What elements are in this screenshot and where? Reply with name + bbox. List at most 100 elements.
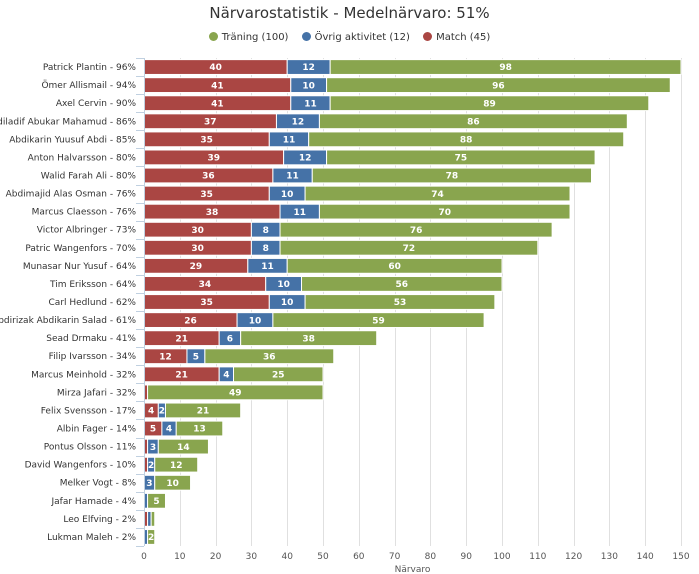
bar-data-label: 4 xyxy=(148,407,154,417)
legend-item-match[interactable]: Match (45) xyxy=(423,32,490,43)
bar-data-label: 3 xyxy=(146,479,152,489)
category-label: Filip Ivarsson - 34% xyxy=(49,352,137,362)
bar-segment-träning[interactable] xyxy=(233,366,324,383)
bar-data-label: 10 xyxy=(302,81,315,91)
bar-segment-träning[interactable] xyxy=(326,77,671,94)
bar-data-label: 8 xyxy=(263,244,269,254)
bar-data-label: 26 xyxy=(184,316,197,326)
bar-segment-träning[interactable] xyxy=(147,492,166,509)
bar-segment-träning[interactable] xyxy=(154,456,199,473)
bar-segment-träning[interactable] xyxy=(329,59,682,75)
bar-segment-träning[interactable] xyxy=(150,510,156,527)
bar-data-label: 56 xyxy=(395,280,408,290)
bar-segment-övrig-aktivitet[interactable] xyxy=(147,510,152,527)
legend-marker-icon xyxy=(423,32,433,41)
bar-data-label: 35 xyxy=(200,190,213,200)
bar-data-label: 88 xyxy=(460,136,473,146)
bar-data-label: 96 xyxy=(492,81,505,91)
legend-item-ovrig-aktivitet[interactable]: Övrig aktivitet (12) xyxy=(301,32,410,43)
bar-data-label: 5 xyxy=(193,352,199,362)
bar-data-label: 4 xyxy=(223,370,229,380)
x-tick-label: 80 xyxy=(425,552,437,562)
category-labels: Patrick Plantin - 96% Ömer Allismail - 94… xyxy=(0,58,144,547)
bar-data-label: 89 xyxy=(483,99,496,109)
category-label: Pontus Olsson - 11% xyxy=(44,443,137,453)
category-label: Abdikarin Yuusuf Abdi - 85% xyxy=(9,135,136,145)
bar-segment-träning[interactable] xyxy=(272,312,485,328)
legend: Träning (100) Övrig aktivitet (12) Match… xyxy=(0,32,699,43)
bar-segment-träning[interactable] xyxy=(147,384,324,401)
bar-data-label: 2 xyxy=(148,461,154,471)
legend-marker-icon xyxy=(208,32,218,41)
bar-data-label: 12 xyxy=(170,461,183,471)
bar-data-label: 30 xyxy=(191,226,204,236)
category-label: Anton Halvarsson - 80% xyxy=(28,153,137,163)
x-tick-label: 120 xyxy=(565,552,582,562)
x-tick-label: 70 xyxy=(389,552,401,562)
bar-data-label: 11 xyxy=(293,208,306,218)
legend-label: Match (45) xyxy=(436,32,491,43)
bar-data-label: 74 xyxy=(431,190,444,200)
category-label: Marcus Meinhold - 32% xyxy=(31,370,136,380)
category-label: Abdimajid Alas Osman - 76% xyxy=(6,190,137,200)
bar-segment-träning[interactable] xyxy=(279,239,539,256)
bar-segment-träning[interactable] xyxy=(164,402,242,419)
x-tick-label: 100 xyxy=(493,552,510,562)
bar-data-label: 11 xyxy=(304,99,317,109)
bar-segment-träning[interactable] xyxy=(286,257,503,274)
x-tick-label: 30 xyxy=(246,552,258,562)
legend-item-traning[interactable]: Träning (100) xyxy=(208,32,288,43)
bar-segment-träning[interactable] xyxy=(304,185,571,202)
bar-data-label: 25 xyxy=(272,370,285,380)
bar-segment-träning[interactable] xyxy=(240,330,378,347)
bar-segment-träning[interactable] xyxy=(304,294,496,310)
category-label: Felix Svensson - 17% xyxy=(41,406,137,416)
bar-data-label: 40 xyxy=(209,63,222,73)
x-tick-label: 90 xyxy=(460,552,472,562)
bar-data-label: 34 xyxy=(199,280,212,290)
bar-data-label: 2 xyxy=(148,533,154,543)
bar-segment-träning[interactable] xyxy=(301,276,503,292)
category-label: Carl Hedlund - 62% xyxy=(49,298,137,308)
bar-segment-träning[interactable] xyxy=(175,420,224,437)
category-label: Abdirizak Abdikarin Salad - 61% xyxy=(0,316,136,326)
x-tick-label: 150 xyxy=(672,552,689,562)
bar-segment-träning[interactable] xyxy=(326,149,596,166)
x-tick-label: 10 xyxy=(174,552,186,562)
bar-data-label: 49 xyxy=(229,389,242,399)
category-label: Jafar Hamade - 4% xyxy=(51,497,137,507)
bar-segment-träning[interactable] xyxy=(279,221,553,238)
bar-segment-träning[interactable] xyxy=(157,438,209,455)
bar-data-label: 36 xyxy=(202,172,215,182)
x-tick-label: 60 xyxy=(353,552,365,562)
bar-data-label: 10 xyxy=(281,298,294,308)
bar-data-label: 35 xyxy=(200,298,213,308)
bar-data-label: 12 xyxy=(292,117,305,127)
bar-segment-träning[interactable] xyxy=(308,131,625,148)
category-label: Albin Fager - 14% xyxy=(57,425,137,435)
bar-data-label: 36 xyxy=(263,352,276,362)
bar-segment-träning[interactable] xyxy=(318,113,628,130)
x-tick-label: 20 xyxy=(210,552,222,562)
bar-segment-träning[interactable] xyxy=(204,348,335,365)
bar-data-label: 10 xyxy=(277,280,290,290)
bar-data-label: 53 xyxy=(394,298,407,308)
bar-data-label: 10 xyxy=(281,190,294,200)
bar-segment-träning[interactable] xyxy=(311,167,592,184)
bar-segment-träning[interactable] xyxy=(329,95,650,112)
bar-segment-träning[interactable] xyxy=(318,203,571,220)
bar-segment-träning[interactable] xyxy=(147,529,156,545)
bar-data-label: 78 xyxy=(446,172,459,182)
bar-data-label: 10 xyxy=(166,479,179,489)
category-label: Sead Drmaku - 41% xyxy=(46,334,136,344)
bar-data-label: 11 xyxy=(283,136,296,146)
bar-data-label: 37 xyxy=(204,117,217,127)
bar-data-label: 2 xyxy=(159,407,165,417)
bar-data-label: 75 xyxy=(455,154,468,164)
legend-marker-icon xyxy=(301,32,311,41)
bar-segment-träning[interactable] xyxy=(154,474,192,491)
bar-data-label: 5 xyxy=(150,425,156,435)
legend-label: Övrig aktivitet (12) xyxy=(314,32,410,43)
bar-data-label: 12 xyxy=(159,352,172,362)
